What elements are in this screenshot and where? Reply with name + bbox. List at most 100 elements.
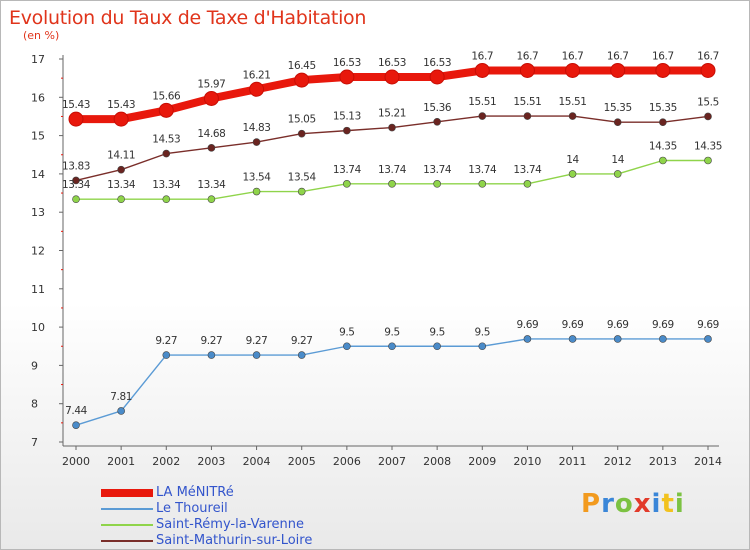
data-label: 15.51 xyxy=(559,96,587,108)
y-unit-label: (en %) xyxy=(23,29,60,42)
series-line xyxy=(75,338,709,426)
legend-swatch-2 xyxy=(101,524,153,526)
legend-label: Le Thoureil xyxy=(156,501,228,516)
chart-title: Evolution du Taux de Taxe d'Habitation xyxy=(9,7,367,29)
data-label: 16.53 xyxy=(423,57,451,69)
data-label: 15.51 xyxy=(468,96,496,108)
data-label: 9.27 xyxy=(246,335,268,347)
data-label: 14.35 xyxy=(649,140,677,152)
data-label: 13.34 xyxy=(107,179,136,191)
y-tick-label: 7 xyxy=(31,436,38,449)
data-point xyxy=(433,342,441,351)
logo-letter: x xyxy=(633,489,652,519)
data-label: 16.21 xyxy=(243,69,271,81)
data-label: 9.27 xyxy=(155,335,177,347)
data-point xyxy=(72,195,80,203)
logo-letter: r xyxy=(601,489,615,519)
data-label: 13.83 xyxy=(62,160,90,172)
data-point xyxy=(523,180,532,188)
data-label: 9.5 xyxy=(384,326,400,338)
data-point xyxy=(388,123,396,132)
data-point xyxy=(207,195,216,203)
data-labels: 13.83 14.11 14.53 14.68 14.83 15.05 15.13 15.21… xyxy=(62,50,722,417)
data-point xyxy=(704,335,712,343)
data-label: 15.35 xyxy=(649,102,677,114)
data-point xyxy=(613,335,622,343)
data-point xyxy=(568,112,577,120)
axes: 7 8 9 10 11 12 13 14 15 16 17 2000 2001 2002 2003 2004 2… xyxy=(31,53,722,468)
data-label: 9.27 xyxy=(291,335,313,347)
x-tick-label: 2006 xyxy=(333,455,361,468)
data-label: 16.7 xyxy=(697,50,719,62)
data-label: 9.69 xyxy=(607,319,629,331)
data-point xyxy=(117,407,125,415)
data-label: 15.66 xyxy=(152,90,181,102)
data-point xyxy=(478,180,487,188)
data-label: 14 xyxy=(566,154,579,166)
legend-swatch-0 xyxy=(101,489,153,497)
data-label: 16.53 xyxy=(378,57,406,69)
data-label: 9.69 xyxy=(697,319,719,331)
data-point xyxy=(700,62,716,78)
data-label: 14.53 xyxy=(152,134,180,146)
data-point xyxy=(433,118,441,126)
data-point xyxy=(158,102,174,118)
data-label: 7.81 xyxy=(110,391,132,403)
x-tick-label: 2013 xyxy=(649,455,677,468)
data-label: 15.21 xyxy=(378,108,406,120)
data-point xyxy=(384,69,400,85)
data-label: 13.54 xyxy=(288,172,317,184)
logo-letter: P xyxy=(581,489,602,519)
data-label: 13.34 xyxy=(197,179,226,191)
x-tick-label: 2001 xyxy=(107,455,135,468)
data-label: 14 xyxy=(611,154,624,166)
data-point xyxy=(523,335,532,343)
data-label: 15.43 xyxy=(107,99,135,111)
data-label: 16.7 xyxy=(652,50,674,62)
logo-letter: i xyxy=(674,489,685,519)
data-point xyxy=(249,81,265,97)
data-point xyxy=(433,180,441,188)
data-label: 16.7 xyxy=(471,50,493,62)
y-tick-label: 10 xyxy=(31,321,45,334)
data-label: 13.74 xyxy=(468,164,497,176)
series-1 xyxy=(72,335,712,429)
data-label: 13.34 xyxy=(152,179,181,191)
x-tick-label: 2005 xyxy=(288,455,316,468)
data-point xyxy=(117,195,125,203)
x-tick-label: 2010 xyxy=(513,455,541,468)
data-point xyxy=(613,118,622,126)
x-tick-label: 2002 xyxy=(152,455,180,468)
data-point xyxy=(568,170,577,178)
data-label: 13.54 xyxy=(243,172,272,184)
data-label: 9.5 xyxy=(429,326,445,338)
y-tick-label: 14 xyxy=(31,168,45,181)
data-point xyxy=(72,176,80,185)
data-label: 15.05 xyxy=(288,114,316,126)
data-label: 13.34 xyxy=(62,179,91,191)
data-point xyxy=(207,351,216,359)
data-label: 15.36 xyxy=(423,102,452,114)
y-tick-label: 12 xyxy=(31,245,45,258)
logo-letter: t xyxy=(661,489,675,519)
legend-swatch-1 xyxy=(101,508,153,510)
x-tick-label: 2007 xyxy=(378,455,406,468)
data-point xyxy=(704,156,712,165)
data-label: 14.35 xyxy=(694,140,722,152)
data-label: 9.5 xyxy=(339,326,355,338)
data-point xyxy=(252,187,261,196)
data-point xyxy=(429,69,445,85)
data-point xyxy=(659,118,667,126)
data-label: 9.5 xyxy=(475,326,491,338)
data-point xyxy=(68,111,84,127)
x-tick-label: 2011 xyxy=(559,455,587,468)
data-point xyxy=(203,90,219,106)
data-label: 16.7 xyxy=(517,50,539,62)
data-point xyxy=(388,180,396,188)
data-point xyxy=(478,342,487,351)
data-label: 14.68 xyxy=(197,128,225,140)
data-point xyxy=(207,144,216,152)
data-point xyxy=(294,72,310,88)
data-label: 9.69 xyxy=(562,319,584,331)
